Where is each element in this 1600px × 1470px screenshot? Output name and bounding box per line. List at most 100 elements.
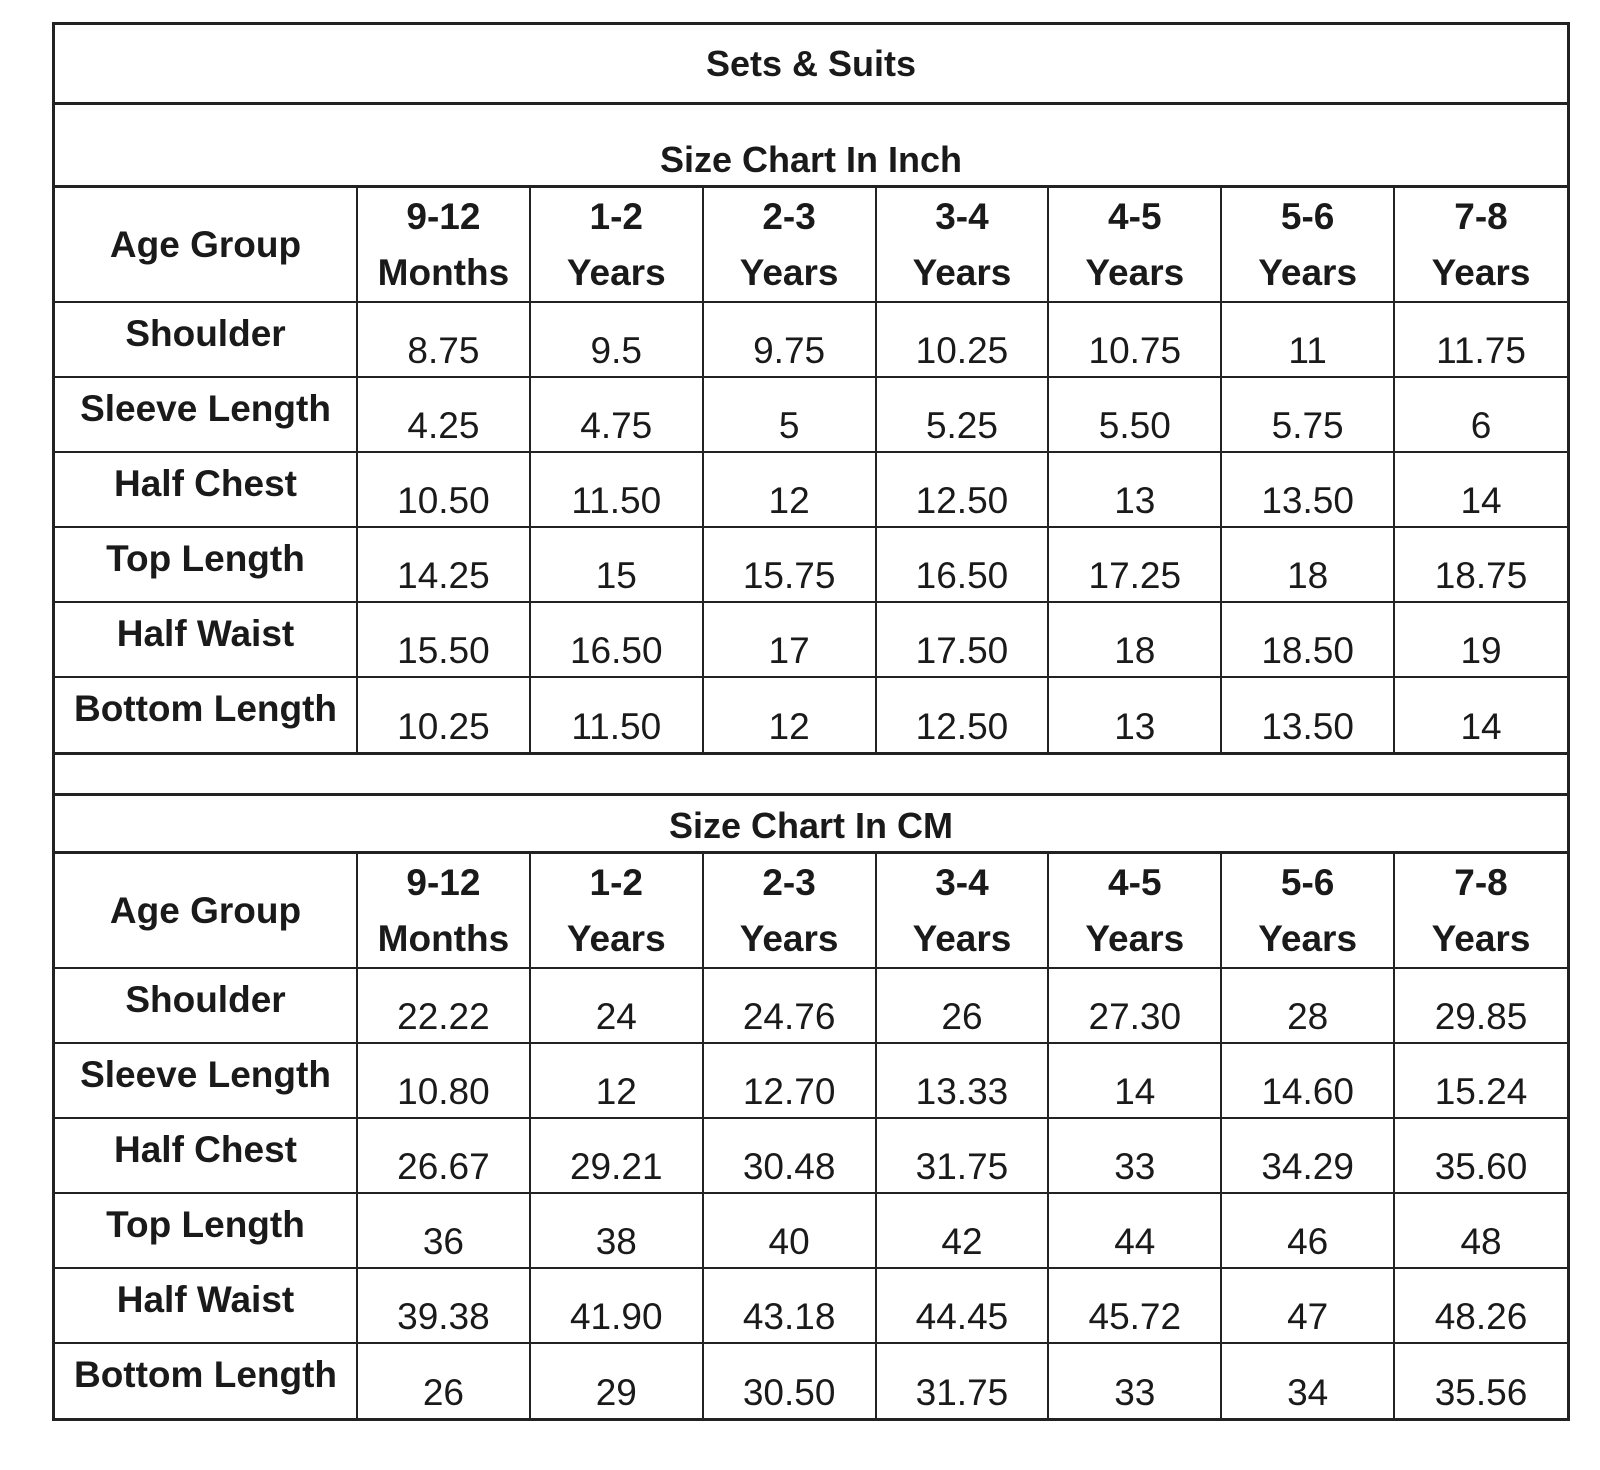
measurement-value: 29.85 bbox=[1393, 967, 1567, 1044]
measurement-value: 17 bbox=[701, 601, 877, 678]
measurement-value: 34.29 bbox=[1220, 1117, 1396, 1194]
measurement-label: Top Length bbox=[55, 526, 358, 603]
measurement-value: 16.50 bbox=[528, 601, 704, 678]
measurement-label: Sleeve Length bbox=[55, 1042, 358, 1119]
measurement-value: 30.48 bbox=[701, 1117, 877, 1194]
measurement-value: 13.33 bbox=[874, 1042, 1050, 1119]
age-group-header: 5-6 Years bbox=[1220, 854, 1396, 969]
measurement-value: 48 bbox=[1393, 1192, 1567, 1269]
measurement-value: 38 bbox=[528, 1192, 704, 1269]
age-group-header: 1-2 Years bbox=[528, 854, 704, 969]
measurement-value: 24 bbox=[528, 967, 704, 1044]
measurement-value: 12.50 bbox=[874, 676, 1050, 752]
age-group-header: 1-2 Years bbox=[528, 188, 704, 303]
table-row: Bottom Length 10.25 11.50 12 12.50 13 13.50 14 bbox=[55, 676, 1567, 752]
measurement-value: 11.50 bbox=[528, 451, 704, 528]
measurement-value: 47 bbox=[1220, 1267, 1396, 1344]
measurement-value: 10.25 bbox=[874, 301, 1050, 378]
measurement-value: 13 bbox=[1047, 676, 1223, 752]
measurement-value: 16.50 bbox=[874, 526, 1050, 603]
measurement-value: 5.50 bbox=[1047, 376, 1223, 453]
cm-table-body: Age Group 9-12 Months 1-2 Years 2-3 Years 3-4 Ye… bbox=[55, 854, 1567, 1418]
age-range: 9-12 bbox=[406, 195, 481, 237]
table-row: Sleeve Length 4.25 4.75 5 5.25 5.50 5.75 6 bbox=[55, 376, 1567, 453]
measurement-value: 36 bbox=[356, 1192, 531, 1269]
inch-chart-title: Size Chart In Inch bbox=[55, 105, 1567, 188]
age-range: 7-8 bbox=[1454, 195, 1508, 237]
measurement-value: 4.75 bbox=[528, 376, 704, 453]
header-row: Age Group 9-12 Months 1-2 Years 2-3 Years 3-4 Ye… bbox=[55, 854, 1567, 969]
measurement-value: 41.90 bbox=[528, 1267, 704, 1344]
measurement-label: Half Waist bbox=[55, 1267, 358, 1344]
age-range: 9-12 bbox=[406, 861, 481, 903]
age-unit: Years bbox=[1085, 251, 1185, 293]
age-unit: Years bbox=[1085, 917, 1185, 959]
age-range: 2-3 bbox=[762, 195, 816, 237]
measurement-value: 35.60 bbox=[1393, 1117, 1567, 1194]
measurement-value: 11.50 bbox=[528, 676, 704, 752]
age-unit: Years bbox=[1258, 917, 1358, 959]
age-group-header: 2-3 Years bbox=[701, 188, 877, 303]
age-range: 5-6 bbox=[1280, 861, 1335, 903]
measurement-label: Bottom Length bbox=[55, 1342, 358, 1418]
page-title: Sets & Suits bbox=[55, 25, 1567, 105]
measurement-value: 12.70 bbox=[701, 1042, 877, 1119]
age-unit: Months bbox=[377, 917, 510, 959]
measurement-value: 18 bbox=[1220, 526, 1396, 603]
measurement-value: 14 bbox=[1393, 676, 1567, 752]
table-row: Shoulder 22.22 24 24.76 26 27.30 28 29.85 bbox=[55, 967, 1567, 1044]
measurement-value: 9.5 bbox=[528, 301, 704, 378]
table-row: Top Length 14.25 15 15.75 16.50 17.25 18 18.75 bbox=[55, 526, 1567, 603]
measurement-value: 13.50 bbox=[1220, 676, 1396, 752]
age-group-header: 2-3 Years bbox=[701, 854, 877, 969]
measurement-value: 34 bbox=[1220, 1342, 1396, 1418]
table-row: Half Waist 39.38 41.90 43.18 44.45 45.72 47 48.… bbox=[55, 1267, 1567, 1344]
age-unit: Years bbox=[912, 251, 1012, 293]
age-unit: Years bbox=[739, 251, 839, 293]
measurement-value: 12 bbox=[528, 1042, 704, 1119]
measurement-value: 15 bbox=[528, 526, 704, 603]
age-unit: Years bbox=[912, 917, 1012, 959]
table-row: Shoulder 8.75 9.5 9.75 10.25 10.75 11 11.75 bbox=[55, 301, 1567, 378]
age-unit: Years bbox=[1258, 251, 1358, 293]
measurement-value: 15.50 bbox=[356, 601, 531, 678]
measurement-value: 46 bbox=[1220, 1192, 1396, 1269]
measurement-value: 8.75 bbox=[356, 301, 531, 378]
measurement-value: 14 bbox=[1047, 1042, 1223, 1119]
measurement-label: Shoulder bbox=[55, 967, 358, 1044]
measurement-value: 10.75 bbox=[1047, 301, 1223, 378]
age-group-header: 7-8 Years bbox=[1393, 188, 1567, 303]
age-range: 1-2 bbox=[589, 195, 643, 237]
measurement-value: 44 bbox=[1047, 1192, 1223, 1269]
measurement-value: 31.75 bbox=[874, 1342, 1050, 1418]
measurement-value: 15.75 bbox=[701, 526, 877, 603]
age-unit: Years bbox=[1431, 917, 1531, 959]
cm-size-table: Age Group 9-12 Months 1-2 Years 2-3 Years 3-4 Ye… bbox=[55, 854, 1567, 1418]
measurement-value: 17.50 bbox=[874, 601, 1050, 678]
measurement-value: 24.76 bbox=[701, 967, 877, 1044]
age-group-header: 9-12 Months bbox=[356, 854, 531, 969]
age-group-header: 3-4 Years bbox=[874, 854, 1050, 969]
measurement-value: 26 bbox=[874, 967, 1050, 1044]
measurement-value: 18.50 bbox=[1220, 601, 1396, 678]
measurement-value: 33 bbox=[1047, 1117, 1223, 1194]
measurement-value: 18 bbox=[1047, 601, 1223, 678]
measurement-value: 4.25 bbox=[356, 376, 531, 453]
measurement-value: 15.24 bbox=[1393, 1042, 1567, 1119]
table-row: Half Chest 26.67 29.21 30.48 31.75 33 34.29 35.… bbox=[55, 1117, 1567, 1194]
measurement-value: 12 bbox=[701, 451, 877, 528]
measurement-value: 43.18 bbox=[701, 1267, 877, 1344]
measurement-label: Bottom Length bbox=[55, 676, 358, 752]
section-divider bbox=[55, 752, 1567, 796]
measurement-value: 10.80 bbox=[356, 1042, 531, 1119]
age-group-header: 3-4 Years bbox=[874, 188, 1050, 303]
measurement-value: 29.21 bbox=[528, 1117, 704, 1194]
measurement-value: 14.25 bbox=[356, 526, 531, 603]
age-unit: Years bbox=[1431, 251, 1531, 293]
table-row: Bottom Length 26 29 30.50 31.75 33 34 35.56 bbox=[55, 1342, 1567, 1418]
measurement-value: 35.56 bbox=[1393, 1342, 1567, 1418]
inch-size-table: Age Group 9-12 Months 1-2 Years 2-3 Years 3-4 Ye… bbox=[55, 188, 1567, 752]
age-unit: Years bbox=[739, 917, 839, 959]
measurement-value: 10.25 bbox=[356, 676, 531, 752]
table-row: Top Length 36 38 40 42 44 46 48 bbox=[55, 1192, 1567, 1269]
